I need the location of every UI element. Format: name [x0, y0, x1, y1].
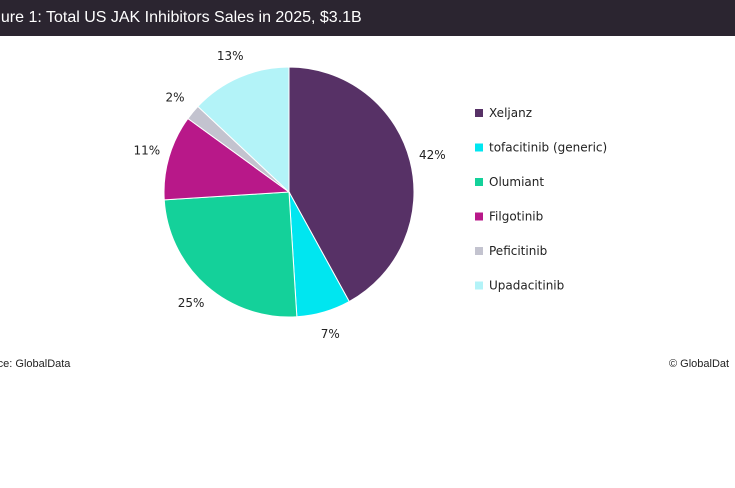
legend-swatch-tofacitinib-generic [475, 143, 483, 152]
value-label-peficitinib: 2% [165, 91, 184, 105]
copyright-note: © GlobalDat [669, 358, 730, 370]
legend-label-filgotinib: Filgotinib [489, 210, 543, 224]
pie-slice-upadacitinib [197, 66, 290, 194]
figure-title: gure 1: Total US JAK Inhibitors Sales in… [0, 9, 362, 26]
legend-swatch-xeljanz [475, 109, 483, 117]
legend-swatch-olumiant [475, 178, 483, 186]
value-label-filgotinib: 11% [134, 144, 161, 158]
figure-title-bar: gure 1: Total US JAK Inhibitors Sales in… [0, 0, 735, 36]
legend-label-upadacitinib: Upadacitinib [489, 279, 564, 293]
pie-slice-xeljanz [288, 66, 415, 303]
legend-swatch-upadacitinib [475, 281, 483, 290]
legend-label-tofacitinib-generic: tofacitinib (generic) [489, 141, 607, 155]
pie-chart: 42% 7% 25% 11% 2% 13% Xeljanz tofacitinib (gen… [134, 49, 608, 341]
pie-slice-filgotinib [163, 117, 291, 201]
value-label-tofacitinib-generic: 7% [321, 327, 340, 341]
value-label-xeljanz: 42% [419, 148, 446, 162]
legend-swatch-filgotinib [475, 212, 483, 221]
value-label-olumiant: 25% [178, 296, 205, 310]
source-note: rce: GlobalData [0, 358, 71, 370]
value-label-upadacitinib: 13% [217, 49, 244, 63]
chart-legend: Xeljanz tofacitinib (generic) Olumiant Filg… [475, 106, 607, 293]
pie-slice-olumiant [163, 191, 298, 318]
pie-slices [163, 66, 415, 318]
legend-label-olumiant: Olumiant [489, 175, 544, 189]
legend-label-peficitinib: Peficitinib [489, 244, 547, 258]
legend-label-xeljanz: Xeljanz [489, 106, 532, 120]
legend-swatch-peficitinib [475, 247, 483, 255]
pie-value-labels: 42% 7% 25% 11% 2% 13% [134, 49, 446, 341]
